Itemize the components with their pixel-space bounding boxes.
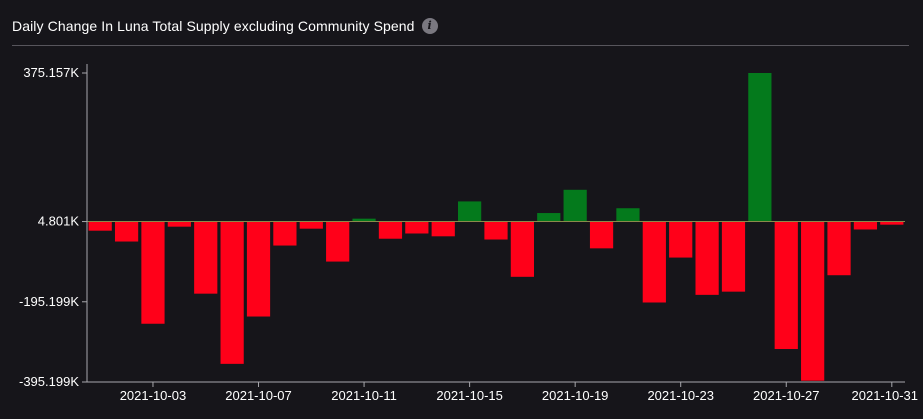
bar[interactable] bbox=[88, 221, 112, 231]
bar[interactable] bbox=[616, 208, 640, 222]
x-tick-label: 2021-10-07 bbox=[225, 388, 292, 403]
bar[interactable] bbox=[167, 221, 191, 227]
bar[interactable] bbox=[220, 221, 244, 364]
x-tick-label: 2021-10-23 bbox=[647, 388, 714, 403]
bar[interactable] bbox=[642, 221, 666, 303]
bar[interactable] bbox=[853, 221, 878, 230]
x-tick-label: 2021-10-11 bbox=[331, 388, 397, 403]
bar[interactable] bbox=[563, 189, 587, 222]
bar[interactable] bbox=[378, 221, 403, 239]
bar[interactable] bbox=[827, 221, 851, 276]
chart-header: Daily Change In Luna Total Supply exclud… bbox=[12, 14, 909, 38]
bar[interactable] bbox=[669, 221, 693, 258]
bar[interactable] bbox=[273, 221, 297, 246]
chart-title: Daily Change In Luna Total Supply exclud… bbox=[12, 18, 415, 34]
bar[interactable] bbox=[484, 221, 508, 240]
x-tick-label: 2021-10-03 bbox=[120, 388, 187, 403]
bar[interactable] bbox=[774, 221, 798, 350]
x-tick-label: 2021-10-19 bbox=[542, 388, 609, 403]
bar[interactable] bbox=[721, 221, 746, 292]
bar[interactable] bbox=[589, 221, 614, 249]
bar[interactable] bbox=[352, 218, 376, 222]
y-tick-label: 4.801K bbox=[38, 214, 80, 229]
bar[interactable] bbox=[801, 221, 825, 381]
x-tick-label: 2021-10-27 bbox=[753, 388, 820, 403]
bar[interactable] bbox=[880, 221, 904, 225]
bar[interactable] bbox=[405, 221, 429, 234]
bar[interactable] bbox=[194, 221, 218, 294]
bar[interactable] bbox=[246, 221, 271, 317]
bar[interactable] bbox=[326, 221, 350, 262]
bar[interactable] bbox=[510, 221, 534, 277]
x-tick-label: 2021-10-15 bbox=[436, 388, 503, 403]
y-tick-label: 375.157K bbox=[23, 65, 79, 80]
bar[interactable] bbox=[114, 221, 139, 242]
bar[interactable] bbox=[748, 73, 772, 222]
bar[interactable] bbox=[141, 221, 165, 324]
bar[interactable] bbox=[695, 221, 719, 295]
y-tick-label: -395.199K bbox=[19, 374, 79, 389]
bar[interactable] bbox=[299, 221, 323, 229]
header-divider bbox=[12, 45, 909, 46]
y-tick-label: -195.199K bbox=[19, 294, 79, 309]
bar[interactable] bbox=[537, 213, 561, 222]
bar[interactable] bbox=[431, 221, 455, 237]
info-icon[interactable]: i bbox=[421, 18, 438, 34]
bar[interactable] bbox=[458, 201, 482, 222]
x-tick-label: 2021-10-31 bbox=[852, 388, 919, 403]
